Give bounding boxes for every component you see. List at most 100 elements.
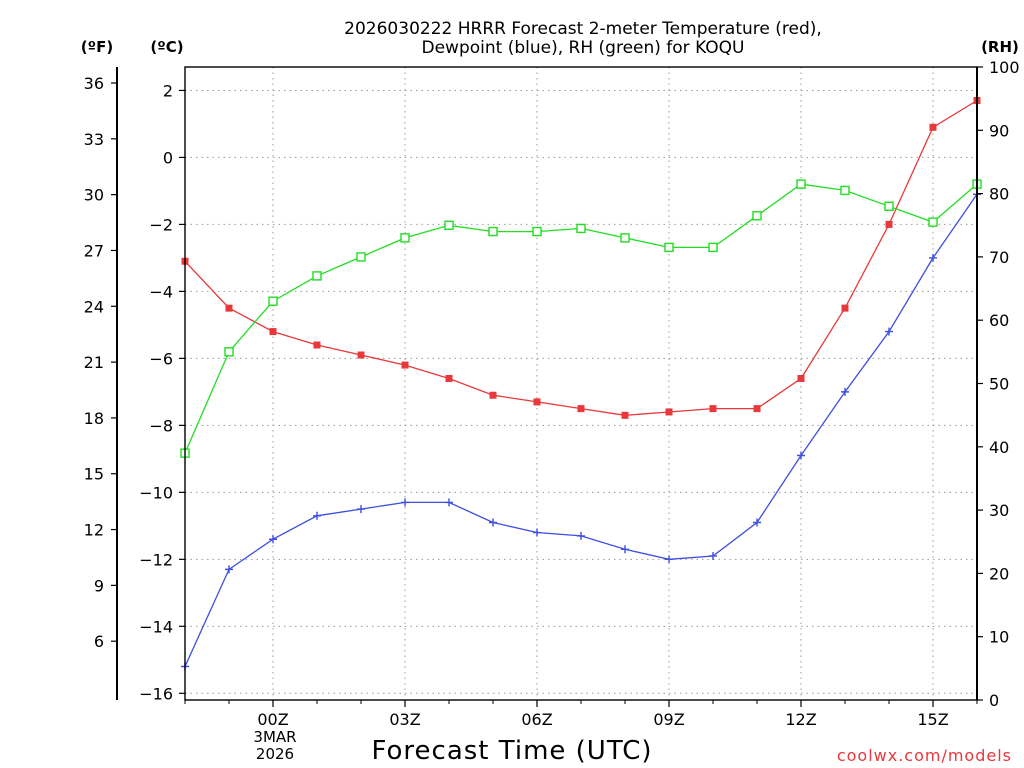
rh-point <box>444 220 454 230</box>
dewpoint-point <box>929 253 937 262</box>
celsius-tick-label: −16 <box>139 684 173 703</box>
x-tick-label: 06Z <box>521 710 552 729</box>
dewpoint-point <box>753 518 761 527</box>
temperature-point <box>885 220 893 228</box>
rh-point <box>796 179 806 189</box>
series-rh <box>180 179 982 458</box>
grid-lines <box>185 67 977 700</box>
temperature-point <box>753 405 761 413</box>
rh-tick-label: 30 <box>989 501 1009 520</box>
temperature-point <box>445 374 453 382</box>
fahrenheit-tick-label: 12 <box>84 521 104 540</box>
rh-tick-label: 80 <box>989 185 1009 204</box>
celsius-tick-label: −14 <box>139 617 173 636</box>
rh-unit-label: (RH) <box>981 38 1019 56</box>
fahrenheit-tick-label: 24 <box>84 297 104 316</box>
dewpoint-point <box>621 545 629 554</box>
chart-title-line-2: Dewpoint (blue), RH (green) for KOQU <box>422 38 745 58</box>
dewpoint-point <box>269 535 277 544</box>
temperature-point <box>929 123 937 131</box>
data-series <box>180 96 982 671</box>
temperature-point <box>489 391 497 399</box>
temperature-point <box>621 411 629 419</box>
rh-point <box>312 271 322 281</box>
temperature-point <box>533 398 541 406</box>
dewpoint-point <box>885 327 893 336</box>
temperature-point <box>797 374 805 382</box>
fahrenheit-tick-label: 21 <box>84 353 104 372</box>
fahrenheit-tick-label: 15 <box>84 465 104 484</box>
celsius-tick-label: −6 <box>149 349 173 368</box>
dewpoint-point <box>313 511 321 520</box>
dewpoint-point <box>401 498 409 507</box>
fahrenheit-tick-label: 30 <box>84 186 104 205</box>
rh-point <box>884 201 894 211</box>
temperature-point <box>841 304 849 312</box>
temperature-point <box>313 341 321 349</box>
dewpoint-point <box>797 451 805 460</box>
dewpoint-point <box>665 555 673 564</box>
series-dewpoint <box>181 190 981 671</box>
fahrenheit-tick-label: 36 <box>84 74 104 93</box>
date-label-year: 2026 <box>256 745 294 763</box>
plot-frame <box>184 66 978 701</box>
celsius-tick-label: 2 <box>163 81 173 100</box>
celsius-tick-label: 0 <box>163 148 173 167</box>
rh-point <box>356 252 366 262</box>
dewpoint-point <box>709 551 717 560</box>
rh-point <box>488 226 498 237</box>
dewpoint-point <box>841 387 849 396</box>
celsius-tick-label: −2 <box>149 215 173 234</box>
x-tick-label: 00Z <box>257 710 288 729</box>
dewpoint-line <box>184 193 978 667</box>
chart-title-line-1: 2026030222 HRRR Forecast 2-meter Tempera… <box>344 19 822 39</box>
rh-tick-label: 90 <box>989 121 1009 140</box>
rh-point <box>576 223 586 234</box>
credit-label: coolwx.com/models <box>837 746 1012 765</box>
rh-tick-label: 50 <box>989 375 1009 394</box>
dewpoint-point <box>489 518 497 527</box>
celsius-unit-label: (ºC) <box>150 38 183 56</box>
temperature-point <box>665 408 673 416</box>
fahrenheit-tick-label: 18 <box>84 409 104 428</box>
x-tick-label: 12Z <box>785 710 816 729</box>
rh-tick-label: 40 <box>989 438 1009 457</box>
x-axis-title: Forecast Time (UTC) <box>371 736 652 766</box>
x-tick-label: 03Z <box>389 710 420 729</box>
rh-tick-label: 70 <box>989 248 1009 267</box>
celsius-tick-label: −12 <box>139 550 173 569</box>
dewpoint-point <box>225 565 233 574</box>
fahrenheit-tick-label: 6 <box>94 632 104 651</box>
rh-point <box>400 233 410 243</box>
dewpoint-point <box>357 505 365 514</box>
rh-point <box>752 211 762 221</box>
fahrenheit-unit-label: (ºF) <box>81 38 113 56</box>
temperature-point <box>577 405 585 413</box>
temperature-point <box>357 351 365 359</box>
temperature-line <box>184 99 978 416</box>
rh-tick-label: 100 <box>989 58 1020 77</box>
rh-tick-label: 0 <box>989 691 999 710</box>
dewpoint-point <box>577 531 585 540</box>
rh-tick-label: 20 <box>989 564 1009 583</box>
rh-tick-label: 60 <box>989 311 1009 330</box>
celsius-tick-label: −4 <box>149 282 173 301</box>
temperature-point <box>269 328 277 336</box>
temperature-point <box>709 405 717 413</box>
rh-point <box>708 242 718 253</box>
temperature-point <box>401 361 409 369</box>
rh-point <box>224 347 234 357</box>
rh-point <box>620 233 630 243</box>
celsius-tick-label: −8 <box>149 416 173 435</box>
temperature-point <box>225 304 233 312</box>
dewpoint-point <box>445 498 453 507</box>
date-label-month: 3MAR <box>253 728 296 746</box>
dewpoint-point <box>533 528 541 537</box>
rh-point <box>532 226 542 237</box>
fahrenheit-tick-label: 27 <box>84 241 104 260</box>
x-tick-label: 09Z <box>653 710 684 729</box>
rh-point <box>268 296 278 306</box>
rh-point <box>928 217 938 227</box>
rh-point <box>840 185 850 196</box>
